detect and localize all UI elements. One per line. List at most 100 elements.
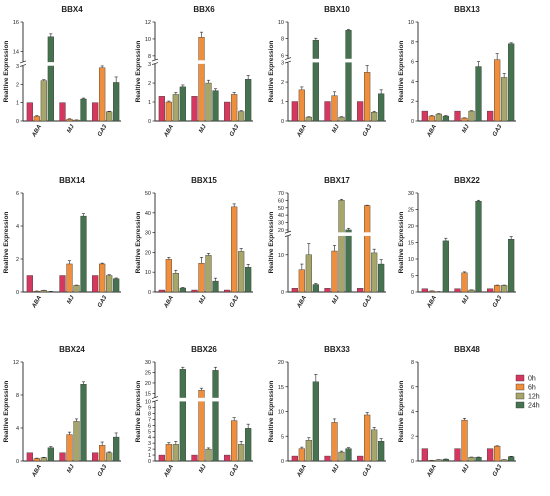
panel-bbx48-bar-aba-24h: [442, 458, 449, 462]
panel-bbx4-bar-mj-24h: [80, 98, 87, 122]
panel-bbx26-bar-mj-12h: [205, 448, 212, 462]
panel-bbx15-bar-aba-24h: [179, 287, 186, 293]
panel-bbx6-bar-ga3-12h: [238, 111, 245, 122]
panel-bbx24-y-tick-label: 8: [16, 393, 19, 399]
panel-bbx13-bar-aba-0h: [421, 110, 428, 122]
panel-bbx6-bar-break: [198, 60, 205, 64]
panel-bbx24-bar-aba-0h: [26, 452, 33, 462]
panel-bbx24-y-tick-label: 4: [16, 426, 19, 432]
panel-bbx10-bar-mj-0h: [324, 101, 331, 122]
panel-bbx15-bar-ga3-24h: [245, 267, 252, 293]
panel-bbx24-group: BBX24 Realtive Expression 0 4 8 12 ABA MJ GA3: [3, 345, 121, 479]
panel-bbx26-y-tick-label: 3: [148, 441, 151, 447]
panel-bbx17-bar-break: [363, 232, 371, 236]
panel-bbx22-bar-mj-6h: [461, 272, 468, 293]
panel-bbx26-bar-ga3-12h: [238, 444, 245, 462]
panel-bbx13-bar-ga3-12h: [501, 77, 508, 122]
panel-bbx4-bar-mj-12h: [73, 119, 80, 122]
panel-bbx4-x-tick-label-ga3: GA3: [97, 123, 109, 137]
panel-bbx10-group: BBX10 Realtive Expression 0 1 2 3 6 8 10 ABA MJ GA3: [268, 5, 386, 139]
panel-bbx14-bar-ga3-12h: [106, 275, 113, 293]
panel-bbx6-bar-mj-0h: [191, 96, 198, 122]
panel-bbx14-y-tick-label: 2: [16, 257, 19, 263]
panel-bbx26-y-tick-label: 6: [148, 423, 151, 429]
panel-bbx17-y-tick-label: 40: [278, 213, 284, 219]
panel-bbx4-bar-ga3-12h: [106, 111, 113, 122]
panel-bbx15-bar-ga3-0h: [224, 289, 231, 293]
panel-bbx15-y-tick-label: 10: [145, 270, 151, 276]
panel-bbx33-bar-aba-0h: [291, 455, 298, 462]
panel-bbx15-bar-ga3-6h: [231, 206, 238, 293]
panel-bbx14-y-tick-label: 6: [16, 191, 19, 197]
panel-bbx14-bar-ga3-0h: [92, 275, 99, 293]
panel-bbx24-y-axis-label: Realtive Expression: [3, 381, 10, 443]
panel-bbx17-y-tick-label: 20: [278, 228, 284, 234]
panel-bbx10-x-tick-label-ga3: GA3: [362, 123, 374, 137]
panel-bbx26-y-tick-label: 5: [148, 429, 151, 435]
panel-bbx14-bar-ga3-6h: [99, 263, 106, 293]
panel-bbx17-axis-break-gap: [285, 232, 386, 237]
panel-bbx10-bar-ga3-0h: [357, 101, 364, 122]
panel-bbx4-y-tick-label: 1: [16, 101, 19, 107]
panel-bbx17-title: BBX17: [324, 176, 350, 185]
panel-bbx26-y-tick-label: 1: [148, 453, 151, 459]
panel-bbx22-y-axis-label: Realtive Expression: [398, 212, 405, 274]
panel-bbx26-y-tick-label: 30: [145, 360, 151, 366]
panel-bbx48-y-tick-label: 4: [411, 410, 414, 416]
panel-bbx26-x-tick-label-mj: MJ: [198, 463, 208, 474]
panel-bbx33-y-tick-label: 0: [281, 459, 284, 465]
panel-bbx6-bar-ga3-6h: [231, 94, 238, 122]
panel-bbx13-y-tick-label: 6: [411, 60, 414, 66]
panel-bbx22-y-tick-label: 15: [408, 241, 414, 247]
panel-bbx26-x-tick-label-aba: ABA: [163, 464, 175, 479]
panel-bbx13-bar-ga3-24h: [508, 43, 515, 122]
legend-label-24h: 24h: [528, 403, 540, 410]
panel-bbx6-bar-aba-12h: [172, 94, 179, 122]
panel-bbx22-bar-aba-0h: [421, 288, 428, 293]
panel-bbx10-y-tick-label: 3: [281, 61, 284, 67]
panel-bbx48-x-tick-label-aba: ABA: [426, 464, 438, 479]
panel-bbx17-y-tick-label: 0: [281, 290, 284, 296]
panel-bbx13-bar-mj-6h: [461, 117, 468, 122]
panel-bbx22-x-tick-label-aba: ABA: [426, 295, 438, 310]
legend-label-12h: 12h: [528, 394, 540, 401]
panel-bbx13-bar-aba-6h: [428, 115, 435, 122]
panel-bbx26-bar-aba-24h: [179, 369, 186, 462]
panel-bbx4-axis-break-gap: [20, 61, 121, 66]
panel-bbx17-axis-break-mark: [284, 234, 292, 237]
panel-bbx6-y-axis-label: Realtive Expression: [135, 41, 142, 103]
panel-bbx26-axis-break-mark: [151, 399, 159, 403]
panel-bbx10-y-tick-label: 0: [281, 119, 284, 125]
panel-bbx14-x-tick-label-aba: ABA: [31, 295, 43, 310]
panel-bbx33-y-tick-label: 20: [278, 360, 284, 366]
panel-bbx17-x-tick-label-mj: MJ: [331, 294, 341, 305]
panel-bbx24-y-tick-label: 0: [16, 459, 19, 465]
panel-bbx48-x-tick-label-mj: MJ: [461, 463, 471, 474]
panel-bbx22-bar-ga3-0h: [487, 288, 494, 293]
panel-bbx13-bar-ga3-6h: [494, 59, 501, 122]
panel-bbx15-bar-mj-24h: [212, 280, 219, 293]
panel-bbx13-x-tick-label-mj: MJ: [461, 123, 471, 134]
panel-bbx17-bar-mj-24h: [345, 229, 352, 293]
panel-bbx24-bar-ga3-24h: [113, 436, 120, 462]
panel-bbx17-y-tick-label: 10: [278, 253, 284, 259]
panel-bbx26-x-tick-label-ga3: GA3: [229, 463, 241, 477]
panel-bbx22-title: BBX22: [454, 176, 480, 185]
panel-bbx17-y-tick-label: 70: [278, 191, 284, 197]
panel-bbx14-y-tick-label: 4: [16, 224, 19, 230]
panel-bbx22-bar-mj-12h: [468, 289, 475, 293]
panel-bbx10-axis-break-gap: [285, 58, 386, 63]
panel-bbx10-axis-break-mark: [284, 60, 292, 64]
panel-bbx14-y-tick-label: 0: [16, 290, 19, 296]
panel-bbx24-bar-mj-12h: [73, 421, 80, 462]
panel-bbx26-title: BBX26: [191, 345, 217, 354]
panel-bbx6-axis-break-mark: [151, 62, 159, 65]
panel-bbx33-x-tick-label-mj: MJ: [331, 463, 341, 474]
panel-bbx10-bar-break: [312, 58, 320, 63]
panel-bbx48-x-tick-label-ga3: GA3: [492, 463, 504, 477]
panel-bbx26-y-tick-label: 0: [148, 459, 151, 465]
panel-bbx24-bar-mj-0h: [59, 452, 66, 462]
panel-bbx48-title: BBX48: [454, 345, 480, 354]
panel-bbx13-y-tick-label: 2: [411, 99, 414, 105]
